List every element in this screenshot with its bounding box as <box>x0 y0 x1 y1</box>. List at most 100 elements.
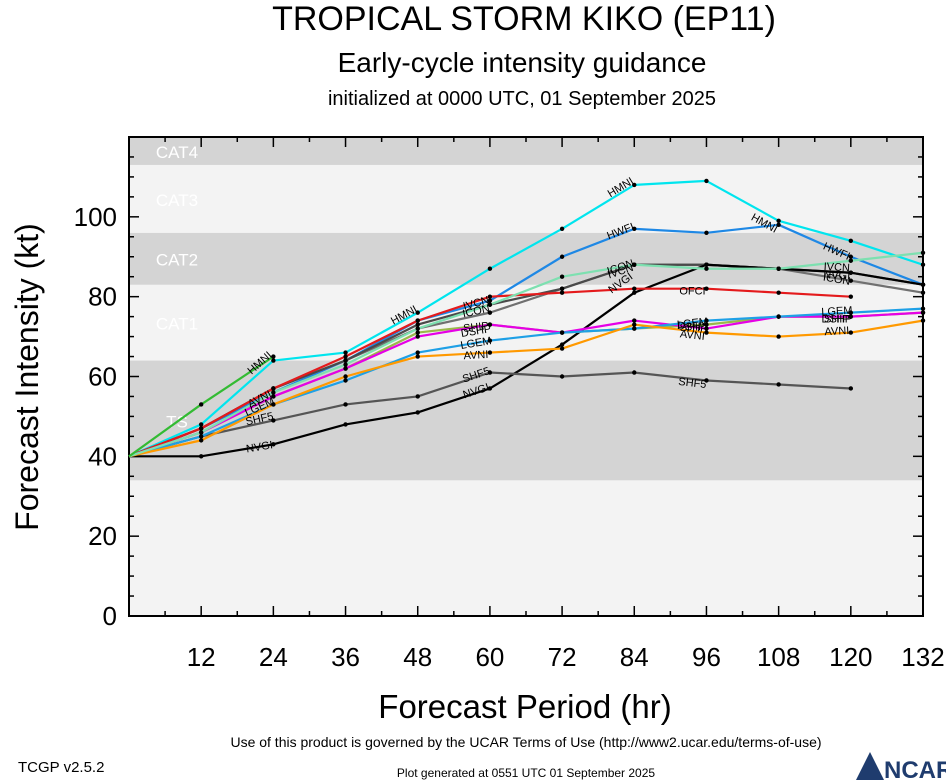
series-point-hmni <box>343 350 348 355</box>
series-point-tvcn <box>343 362 348 367</box>
series-label-lgem: LGEM <box>460 335 493 352</box>
series-line-nvgi <box>129 263 924 458</box>
series-point-lgem <box>920 306 926 311</box>
series-point-tvcn <box>704 266 709 271</box>
band-label-cat1: CAT1 <box>156 315 198 334</box>
series-point-shf5 <box>848 386 854 391</box>
series-label-ivcn: IVCN <box>823 261 850 274</box>
series-point-nvgi <box>487 386 493 391</box>
series-label-nvgi: NVGI <box>245 439 274 455</box>
series-point-ofci <box>559 290 565 295</box>
series-label-icon: ICON <box>461 303 491 321</box>
series-point-shf5 <box>415 394 420 399</box>
series-point-ofci <box>487 294 493 299</box>
y-tick-label: 100 <box>74 202 117 232</box>
series-point-dshp <box>632 318 637 323</box>
series-point-hmni <box>920 262 926 267</box>
version-label: TCGP v2.5.2 <box>18 759 104 776</box>
series-point-lgem <box>704 318 709 323</box>
series-point-ofci <box>776 290 781 295</box>
series-point-avni <box>415 354 420 359</box>
series-label-ship: SHIP <box>463 320 490 335</box>
y-tick-label: 80 <box>88 282 117 312</box>
series-point-hmni <box>198 422 204 427</box>
series-line-avni <box>128 319 924 458</box>
series-point-icon <box>848 278 854 283</box>
x-tick-label: 24 <box>259 642 288 672</box>
series-label-dshp: DSHP <box>822 314 853 326</box>
generated-time: Plot generated at 0551 UTC 01 September … <box>397 766 655 780</box>
series-point-hwfi <box>848 254 854 259</box>
series-point-ofci <box>848 294 854 299</box>
series-point-hmni <box>704 178 709 184</box>
series-label-dshp: DSHP <box>460 323 492 340</box>
series-point-shf5 <box>704 378 709 383</box>
x-tick-label: 84 <box>620 642 649 672</box>
series-point-avni <box>632 322 637 327</box>
x-tick-label: 108 <box>757 642 800 672</box>
series-point-ofci <box>704 286 709 291</box>
series-point-shf5 <box>487 370 493 375</box>
series-line-tvcn <box>128 251 924 458</box>
series-point-nvgi <box>848 270 854 275</box>
series-point-ivcn <box>343 358 348 363</box>
series-point-avni <box>343 374 348 379</box>
x-tick-label: 36 <box>331 642 360 672</box>
series-label-lgem: LGEM <box>821 305 853 319</box>
series-point-ofci <box>198 426 204 431</box>
series-point-dshp <box>271 394 276 399</box>
series-point-tvcn <box>632 262 637 267</box>
series-label-ship: SHIP <box>679 321 705 334</box>
series-point-lgem <box>487 338 493 343</box>
series-point-icon <box>487 310 493 315</box>
series-point-hmni <box>848 238 854 243</box>
x-tick-label: 96 <box>692 642 721 672</box>
band-label-cat3: CAT3 <box>156 191 198 210</box>
series-point-dshp <box>848 314 854 319</box>
x-tick-label: 72 <box>548 642 577 672</box>
band-label-cat4: CAT4 <box>156 143 198 162</box>
series-point-nvgi <box>198 454 204 459</box>
series-point-lgem <box>198 434 204 439</box>
band-cat2 <box>129 232 923 285</box>
x-tick-label: 120 <box>829 642 872 672</box>
y-tick-label: 60 <box>88 362 117 392</box>
series-point-ship <box>415 330 420 335</box>
series-label-shf5: SHF5 <box>245 410 275 428</box>
series-point-shf5 <box>776 382 781 387</box>
series-point-avni <box>487 350 493 355</box>
series-point-dshp <box>487 322 493 327</box>
series-label-nvgi: NVGI <box>823 269 851 282</box>
series-point-tvcn <box>415 326 420 331</box>
series-point-lgem <box>632 326 637 331</box>
series-point-shf5 <box>343 402 348 407</box>
ncar-logo-text: NCAR <box>884 757 946 780</box>
ncar-logo: NCAR <box>856 752 946 780</box>
series-point-lgem <box>415 350 420 355</box>
series-point-ivcn <box>415 322 420 327</box>
series-point-tvcn <box>559 274 565 279</box>
series-point-shf5 <box>632 370 637 375</box>
series-point-hwfi <box>776 222 781 228</box>
series-point-lgem <box>776 314 781 319</box>
band-cat3 <box>129 164 923 233</box>
series-label-shf5: SHF5 <box>678 376 707 391</box>
series-point-hwfi <box>704 230 709 235</box>
chart-subtitle: Early-cycle intensity guidance <box>338 47 707 78</box>
series-point-nvgi <box>920 282 926 287</box>
y-tick-label: 40 <box>88 441 117 471</box>
terms-of-use: Use of this product is governed by the U… <box>230 734 821 750</box>
series-point-lgem <box>343 378 348 383</box>
x-tick-label: 12 <box>187 642 216 672</box>
series-point-avni <box>271 402 276 407</box>
series-label-icon: ICON <box>822 272 851 288</box>
x-axis-label: Forecast Period (hr) <box>378 688 671 725</box>
series-point-tvcn <box>198 430 204 435</box>
series-point-ctci <box>271 354 276 359</box>
series-point-hwfi <box>632 226 637 232</box>
series-point-ofci <box>632 286 637 291</box>
series-point-avni <box>776 334 781 339</box>
series-point-ivcn <box>559 286 565 291</box>
series-point-nvgi <box>415 410 420 415</box>
series-point-nvgi <box>343 422 348 427</box>
